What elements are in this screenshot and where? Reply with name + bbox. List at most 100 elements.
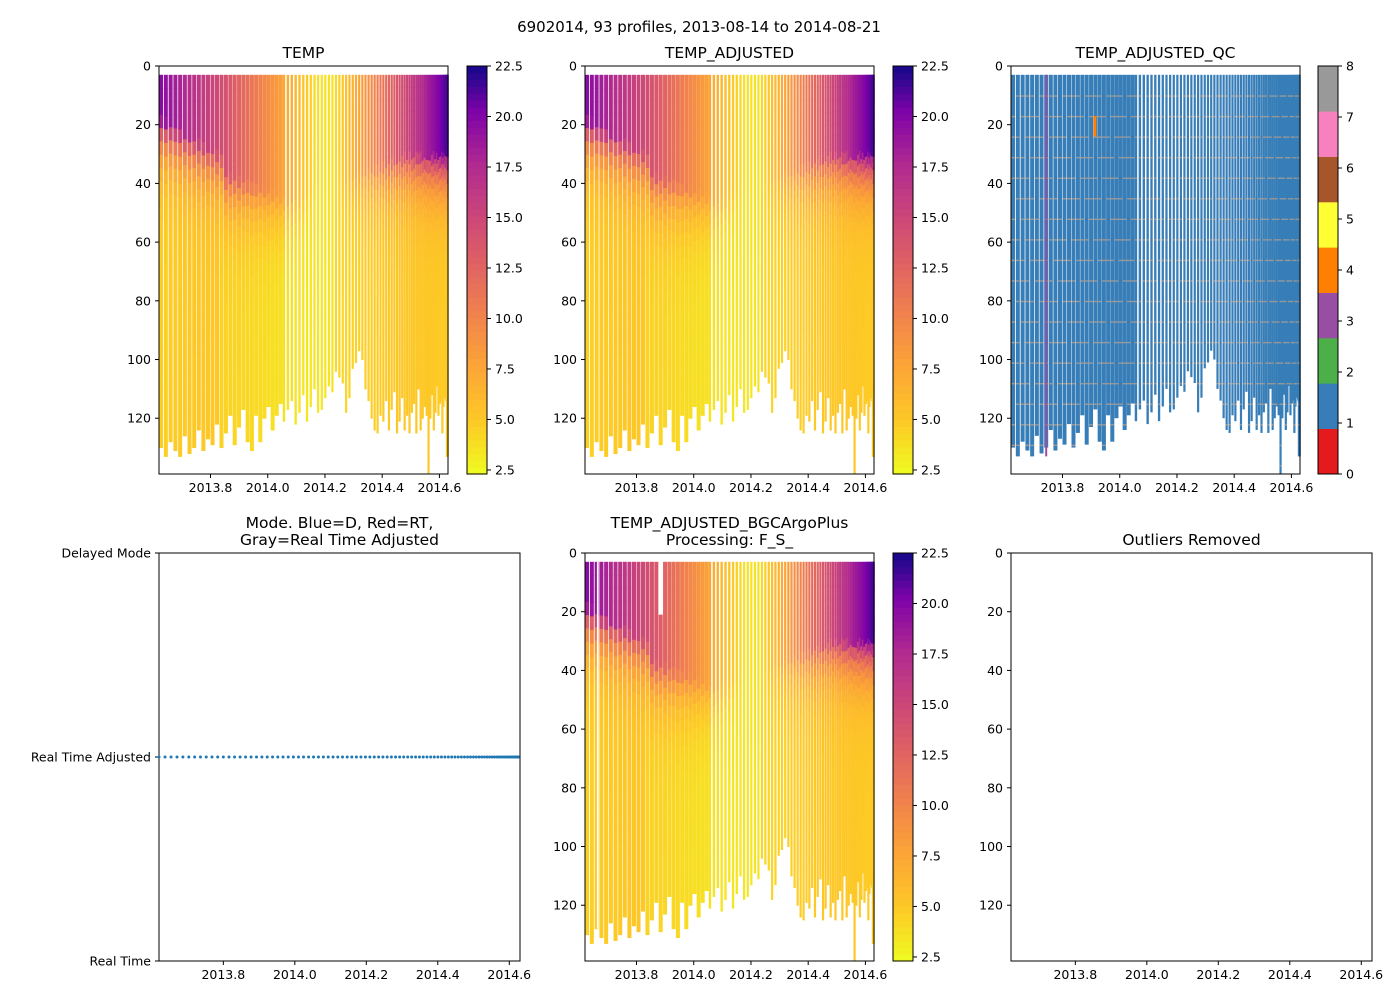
temp-cell [440,191,443,204]
temp-cell [441,241,444,255]
temp-adjusted-cell [845,353,848,368]
temp-adjusted-cell [700,318,705,331]
temp-adjusted-cell [645,114,650,129]
temp-cell [163,388,168,403]
temp-adjusted-cell [712,98,716,112]
temp-cell [413,368,416,381]
temp-adjusted-cell [853,345,856,361]
temp-adjusted-cell [663,137,668,151]
temp-adjusted-cell [708,161,712,175]
temp-cell [320,134,323,148]
temp-adjusted-cell [777,74,780,86]
temp-cell [395,330,399,344]
temp-cell [408,87,411,101]
temp-adjusted-cell [654,123,659,137]
temp-cell [313,198,316,210]
temp-adjusted-cell [667,206,672,219]
temp-cell [385,284,388,297]
temp-cell [249,383,254,398]
temp-cell [348,340,351,353]
temp-cell [338,96,341,108]
temp-adjusted-cell [658,299,663,314]
temp-adjusted-cell [777,85,780,97]
temp-adjusted-cell [724,231,727,245]
temp-adjusted-cell [816,313,819,327]
temp-adjusted-cell [813,74,817,88]
temp-cell [302,189,305,201]
temp-colorbar-segment [467,202,487,210]
temp-adjusted-cell [708,111,712,125]
temp-cell [232,74,237,89]
temp-colorbar-segment [467,93,487,101]
temp-cell [361,298,364,310]
temp-cell [408,394,411,408]
temp-adjusted-cell [819,221,822,234]
temp-cell [245,232,250,246]
temp-cell [249,115,254,129]
temp-cell [441,343,444,357]
temp-cell [438,215,441,228]
temp-cell [408,74,411,89]
temp-adjusted-cell [608,371,613,385]
temp-cell [262,393,267,407]
temp-cell [201,249,206,264]
temp-cell [376,215,379,229]
temp-adjusted-cell [816,110,819,124]
temp-cell [341,294,344,307]
temp-cell [317,98,320,112]
temp-cell [393,346,396,359]
temp-adjusted-cell [860,376,863,389]
temp-adjusted-cell [708,322,712,336]
temp-cell [313,366,316,379]
temp-cell [324,363,327,376]
temp-adjusted-cell [860,183,863,196]
temp-adjusted-cell [790,74,793,87]
temp-adjusted-cell [675,370,680,384]
temp-cell [254,305,259,319]
temp-cell [427,117,430,133]
temp-cell [367,202,370,215]
temp-adjusted-cell [720,149,723,163]
temp-cell [215,74,220,88]
temp-cell [270,150,275,165]
temp-cell [425,135,428,149]
temp-cell [364,299,367,311]
temp-cell [406,330,409,343]
temp-adjusted-cell [767,349,770,362]
temp-adjusted-cell [784,271,787,283]
temp-adjusted-cell [771,352,774,365]
temp-adjusted-cell [777,179,780,191]
temp-adjusted-cell [724,255,727,269]
temp-adjusted-cell [688,74,693,88]
temp-adjusted-cell [799,138,802,152]
temp-cell [415,253,418,268]
temp-cell [408,241,411,255]
temp-adjusted-cell [599,155,604,170]
temp-adjusted-cell [680,330,685,343]
temp-adjusted-cell [802,305,805,319]
temp-cell [254,220,259,234]
temp-adjusted-cell [790,344,793,356]
temp-adjusted-cell [793,167,796,181]
temp-adjusted-cell [757,120,760,132]
temp-adjusted-cell [692,145,697,159]
temp-cell [364,198,367,210]
temp-cell [187,277,192,292]
temp-cell [258,140,263,154]
temp-cell [385,202,388,215]
temp-cell [219,301,224,315]
temp-adjusted-cell [847,381,850,395]
temp-cell [290,98,293,111]
temp-cell [196,201,201,215]
temp-adjusted-cell [704,321,709,334]
temp-adjusted-cell [739,332,742,345]
temp-adjusted-cell [793,156,796,169]
temp-adjusted-cell [645,420,650,435]
temp-adjusted-cell [827,178,830,191]
temp-adjusted-cell [641,411,646,425]
temp-adjusted-cell [622,303,627,317]
temp-adjusted-cell [645,168,650,182]
temp-adjusted-cell [700,196,705,210]
temp-adjusted-cell [790,243,793,255]
temp-cell [364,276,367,289]
